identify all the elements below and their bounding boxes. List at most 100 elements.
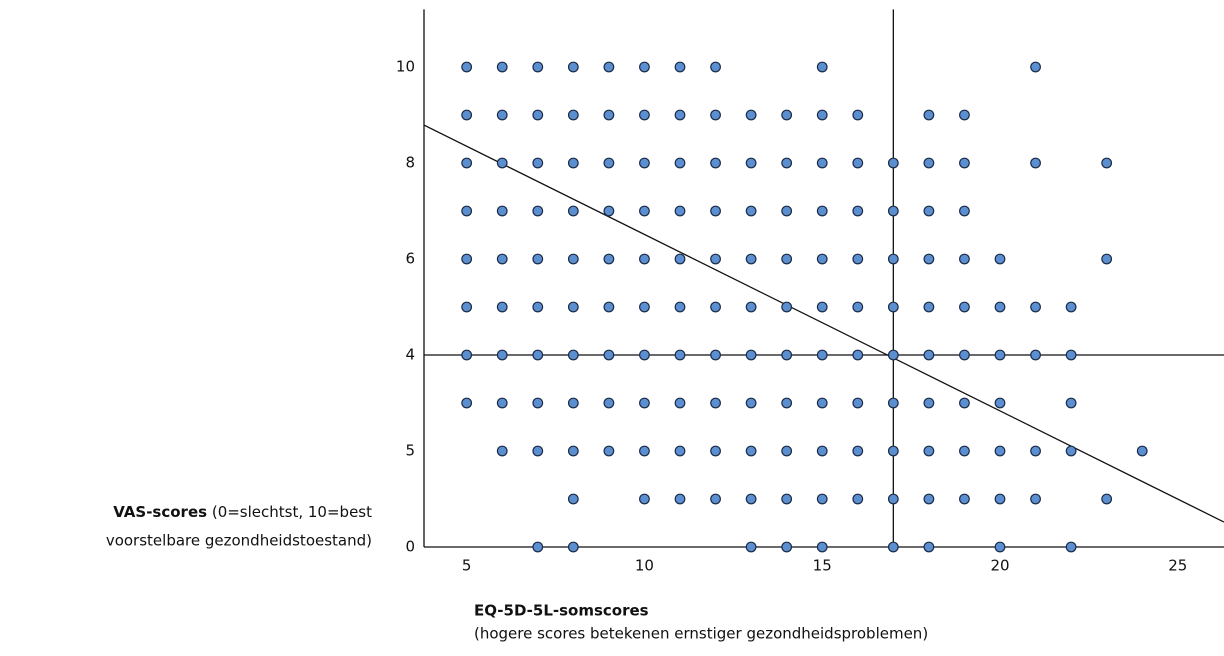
point <box>567 205 579 217</box>
point <box>461 205 473 217</box>
point <box>816 157 828 169</box>
point <box>816 205 828 217</box>
point <box>1065 349 1077 361</box>
point <box>852 253 864 265</box>
point <box>959 397 970 409</box>
point <box>745 205 757 217</box>
point <box>567 253 579 265</box>
point <box>887 349 899 361</box>
point <box>816 445 828 457</box>
point <box>1030 493 1041 505</box>
point <box>959 349 970 361</box>
point <box>567 157 579 169</box>
point <box>745 445 757 457</box>
y-label-line2: voorstelbare gezondheidstoestand) <box>106 532 372 550</box>
point <box>852 301 864 313</box>
point <box>994 493 1006 505</box>
point <box>923 301 935 313</box>
point <box>710 205 721 217</box>
point <box>496 109 508 121</box>
point <box>461 109 473 121</box>
point <box>639 493 650 505</box>
point <box>1030 157 1041 169</box>
point <box>710 445 721 457</box>
point <box>781 493 793 505</box>
point <box>1101 157 1113 169</box>
point <box>710 493 721 505</box>
point <box>532 445 544 457</box>
point <box>674 397 686 409</box>
point <box>532 397 544 409</box>
point <box>816 253 828 265</box>
point <box>959 301 970 313</box>
y-label-bold: VAS-scores <box>113 503 207 521</box>
point <box>887 397 899 409</box>
point <box>1030 349 1041 361</box>
point <box>923 109 935 121</box>
point <box>745 253 757 265</box>
point <box>781 349 793 361</box>
point <box>816 541 828 553</box>
point <box>567 493 579 505</box>
point <box>959 157 970 169</box>
point <box>674 349 686 361</box>
point <box>674 109 686 121</box>
point <box>496 205 508 217</box>
point <box>959 205 970 217</box>
x-tick-label: 20 <box>990 557 1009 575</box>
point <box>852 493 864 505</box>
point <box>567 61 579 73</box>
point <box>496 349 508 361</box>
point <box>603 157 615 169</box>
x-label-line2: (hogere scores betekenen ernstiger gezon… <box>474 625 928 643</box>
point <box>781 157 793 169</box>
y-tick-label: 0 <box>405 538 415 556</box>
point <box>603 253 615 265</box>
point <box>1030 61 1041 73</box>
point <box>1101 493 1113 505</box>
point <box>532 157 544 169</box>
point <box>923 445 935 457</box>
y-tick-label: 4 <box>405 346 415 364</box>
x-tick-label: 25 <box>1168 557 1187 575</box>
point <box>639 301 650 313</box>
point <box>1065 397 1077 409</box>
point <box>603 349 615 361</box>
point <box>1101 253 1113 265</box>
point <box>567 445 579 457</box>
point <box>461 157 473 169</box>
point <box>852 349 864 361</box>
point <box>852 397 864 409</box>
point <box>994 301 1006 313</box>
point <box>532 349 544 361</box>
point <box>496 397 508 409</box>
point <box>496 301 508 313</box>
point <box>674 205 686 217</box>
point <box>852 445 864 457</box>
point <box>887 445 899 457</box>
point <box>461 349 473 361</box>
point <box>461 61 473 73</box>
point <box>461 301 473 313</box>
point <box>639 157 650 169</box>
y-tick-label: 5 <box>405 442 415 460</box>
point <box>674 61 686 73</box>
point <box>639 109 650 121</box>
point <box>959 445 970 457</box>
point <box>745 157 757 169</box>
point <box>994 349 1006 361</box>
point <box>994 445 1006 457</box>
point <box>1065 445 1077 457</box>
point <box>1030 301 1041 313</box>
point <box>567 109 579 121</box>
point <box>923 397 935 409</box>
point <box>532 253 544 265</box>
point <box>852 109 864 121</box>
x-tick-label: 10 <box>635 557 654 575</box>
point <box>745 301 757 313</box>
point <box>603 397 615 409</box>
point <box>639 61 650 73</box>
point <box>781 253 793 265</box>
y-tick-label: 8 <box>405 154 415 172</box>
